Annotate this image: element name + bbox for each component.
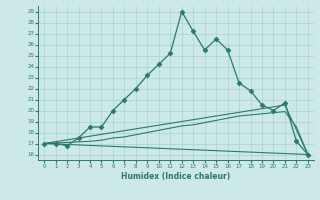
X-axis label: Humidex (Indice chaleur): Humidex (Indice chaleur) bbox=[121, 172, 231, 181]
